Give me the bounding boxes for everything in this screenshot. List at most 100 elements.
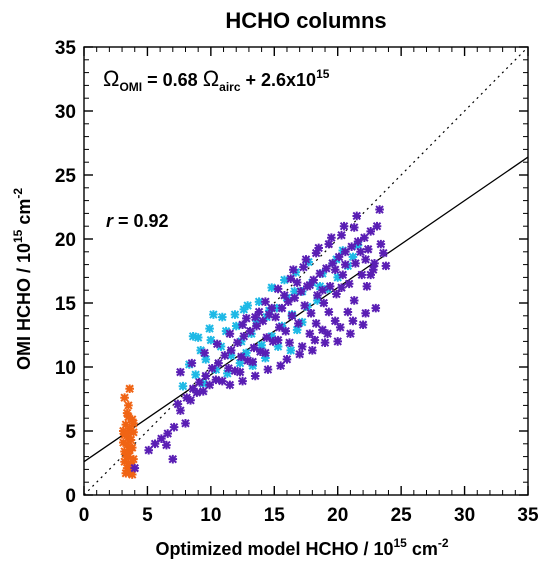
data-point-purple [261, 348, 270, 358]
data-point-orange [129, 419, 138, 428]
data-point-purple [318, 285, 327, 295]
data-point-cyan [201, 355, 211, 364]
airc-subscript: airc [219, 80, 241, 94]
data-point-purple [372, 221, 382, 231]
data-point-cyan [191, 370, 200, 379]
data-point-purple [318, 325, 327, 335]
data-point-purple [181, 419, 190, 428]
y-tick-label: 35 [55, 38, 77, 59]
data-point-cyan [273, 342, 283, 351]
data-point-orange [125, 445, 134, 455]
data-points [119, 205, 391, 479]
fit-equation-exponent: 15 [316, 67, 330, 81]
data-point-cyan [226, 351, 236, 360]
data-point-purple [276, 361, 285, 371]
data-point-cyan [348, 252, 358, 262]
data-point-purple [256, 347, 265, 356]
data-point-purple [290, 293, 299, 303]
data-point-purple [217, 376, 227, 386]
data-point-purple [226, 346, 236, 355]
data-point-purple [283, 297, 293, 307]
y-tick-label: 20 [55, 230, 76, 251]
data-point-purple [362, 282, 372, 291]
data-point-cyan [209, 310, 218, 319]
data-point-purple [214, 358, 223, 368]
data-point-orange [125, 424, 134, 433]
data-point-purple [169, 422, 179, 432]
data-point-purple [187, 358, 197, 368]
data-point-purple [297, 342, 307, 351]
data-point-purple [349, 223, 359, 232]
data-point-cyan [211, 365, 221, 374]
data-point-purple [289, 265, 298, 275]
data-point-orange [120, 457, 129, 467]
y-axis-label-exponent: 15 [11, 229, 25, 243]
data-point-purple [360, 233, 369, 243]
omega-symbol-2: Ω [203, 66, 219, 91]
data-point-orange [122, 408, 132, 418]
x-axis-label-exponent: 15 [393, 536, 407, 550]
omi-subscript: OMI [119, 80, 142, 94]
data-point-purple [242, 314, 251, 323]
data-point-purple [150, 439, 160, 449]
data-point-purple [311, 248, 321, 258]
data-point-purple [225, 380, 235, 390]
data-point-purple [376, 239, 386, 249]
data-point-purple [351, 259, 360, 268]
data-point-purple [277, 303, 287, 313]
data-point-cyan [198, 379, 208, 388]
data-point-cyan [237, 337, 246, 346]
data-point-purple [200, 348, 209, 358]
x-tick-label: 35 [517, 505, 539, 526]
data-point-purple [225, 329, 235, 339]
data-point-cyan [243, 301, 252, 310]
chart-title: HCHO columns [225, 8, 386, 33]
data-point-purple [168, 454, 178, 464]
data-point-purple [334, 252, 344, 262]
data-point-purple [224, 363, 233, 373]
data-point-purple [299, 262, 308, 272]
data-point-purple [173, 399, 183, 409]
data-point-cyan [280, 275, 289, 285]
data-point-cyan [297, 317, 307, 327]
data-point-purple [263, 365, 273, 374]
y-tick-label: 25 [55, 166, 77, 187]
data-point-purple [287, 311, 297, 321]
data-point-cyan [239, 305, 249, 314]
data-point-purple [311, 319, 321, 328]
data-point-purple [285, 338, 294, 347]
data-point-purple [333, 337, 343, 346]
data-point-purple [258, 316, 268, 326]
data-point-purple [314, 243, 323, 253]
data-point-purple [163, 429, 173, 438]
data-point-purple [176, 406, 185, 415]
y-axis-label-unit-exponent: -2 [11, 188, 25, 199]
data-point-cyan [292, 325, 302, 335]
data-point-purple [273, 335, 283, 345]
data-point-cyan [206, 335, 216, 345]
data-point-cyan [188, 331, 198, 341]
y-tick-label: 10 [55, 358, 76, 379]
data-point-purple [176, 367, 185, 377]
data-point-purple [295, 349, 304, 359]
data-point-purple [238, 320, 247, 330]
data-point-purple [335, 323, 345, 332]
data-point-purple [188, 384, 198, 394]
data-point-orange [121, 420, 131, 429]
data-point-purple [363, 244, 373, 254]
data-point-purple [330, 316, 340, 326]
data-point-purple [186, 395, 195, 405]
correlation-value: = 0.92 [113, 211, 169, 231]
data-point-purple [315, 269, 325, 278]
data-point-purple [305, 280, 315, 290]
data-point-purple [261, 297, 270, 307]
data-point-purple [366, 270, 375, 280]
data-point-purple [341, 247, 350, 257]
data-point-cyan [261, 353, 270, 363]
data-point-purple [346, 329, 355, 339]
data-point-cyan [252, 316, 261, 326]
data-point-purple [343, 307, 353, 317]
data-point-purple [324, 239, 334, 249]
data-point-purple [162, 440, 171, 450]
